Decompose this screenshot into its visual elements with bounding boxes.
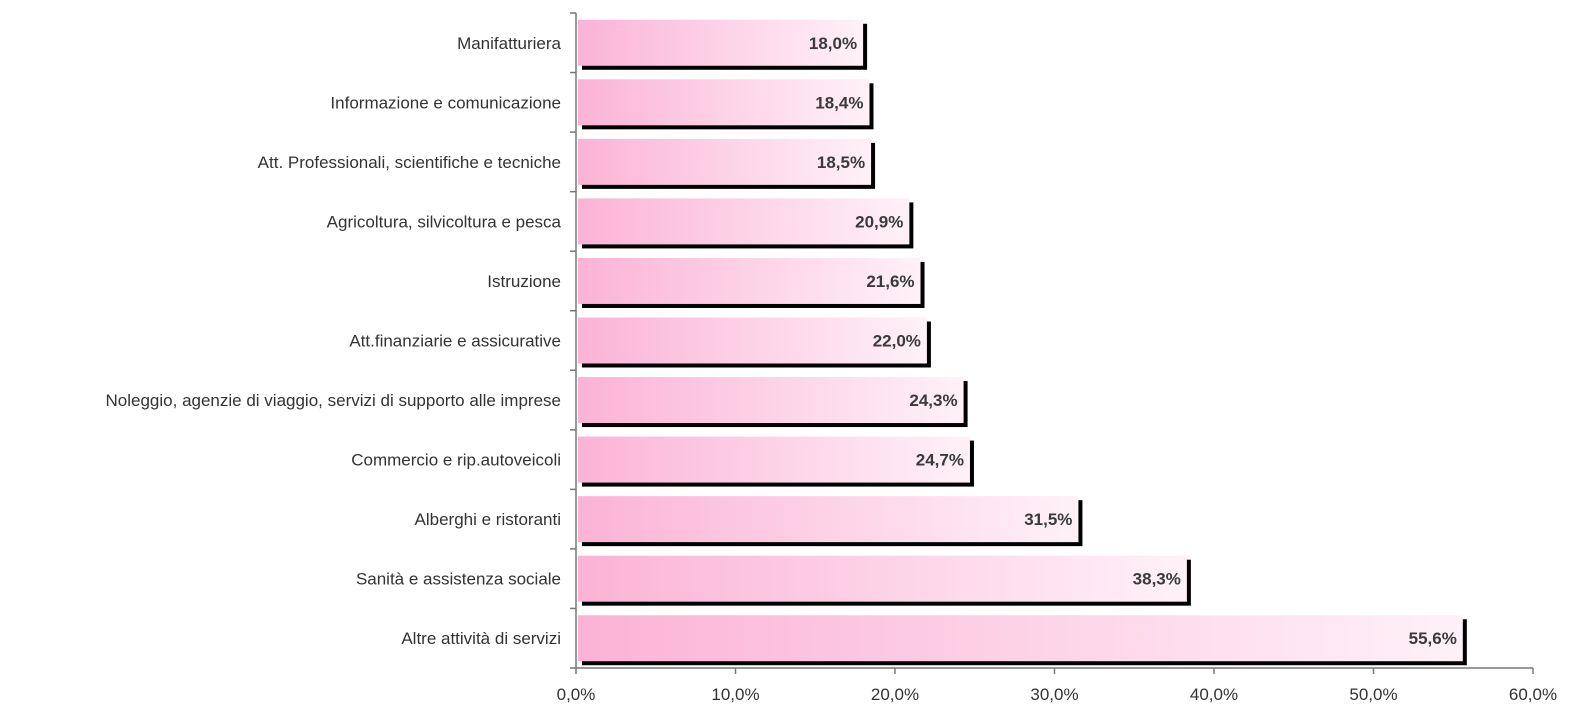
data-label: 31,5% (1024, 510, 1072, 529)
x-tick-label: 60,0% (1509, 685, 1557, 704)
x-tick-label: 10,0% (711, 685, 759, 704)
x-tick-label: 0,0% (557, 685, 596, 704)
bar (578, 615, 1463, 662)
bar (578, 317, 927, 364)
category-label: Agricoltura, silvicoltura e pesca (327, 212, 562, 231)
category-label: Informazione e comunicazione (330, 93, 561, 112)
data-label: 20,9% (855, 212, 903, 231)
data-label: 24,3% (909, 391, 957, 410)
data-label: 18,0% (809, 34, 857, 53)
category-label: Altre attività di servizi (401, 629, 561, 648)
bar (578, 138, 872, 185)
category-label: Att. Professionali, scientifiche e tecni… (258, 153, 561, 172)
x-tick-label: 30,0% (1030, 685, 1078, 704)
category-label: Att.finanziarie e assicurative (349, 332, 561, 351)
bar (578, 377, 964, 424)
bar (578, 79, 870, 126)
category-label: Sanità e assistenza sociale (356, 570, 561, 589)
data-label: 18,5% (817, 153, 865, 172)
x-tick-label: 50,0% (1349, 685, 1397, 704)
category-label: Alberghi e ristoranti (415, 510, 561, 529)
category-label: Istruzione (487, 272, 561, 291)
x-tick-label: 20,0% (871, 685, 919, 704)
data-label: 55,6% (1409, 629, 1457, 648)
data-label: 21,6% (866, 272, 914, 291)
data-label: 38,3% (1133, 570, 1181, 589)
bar (578, 555, 1187, 602)
category-label: Manifatturiera (457, 34, 561, 53)
x-tick-label: 40,0% (1190, 685, 1238, 704)
bar (578, 198, 910, 245)
bar (578, 19, 864, 66)
category-label: Commercio e rip.autoveicoli (351, 451, 561, 470)
data-label: 18,4% (815, 93, 863, 112)
category-label: Noleggio, agenzie di viaggio, servizi di… (106, 391, 561, 410)
bar (578, 496, 1079, 543)
data-label: 22,0% (873, 332, 921, 351)
bar (578, 257, 921, 304)
bar (578, 436, 970, 483)
data-label: 24,7% (916, 451, 964, 470)
